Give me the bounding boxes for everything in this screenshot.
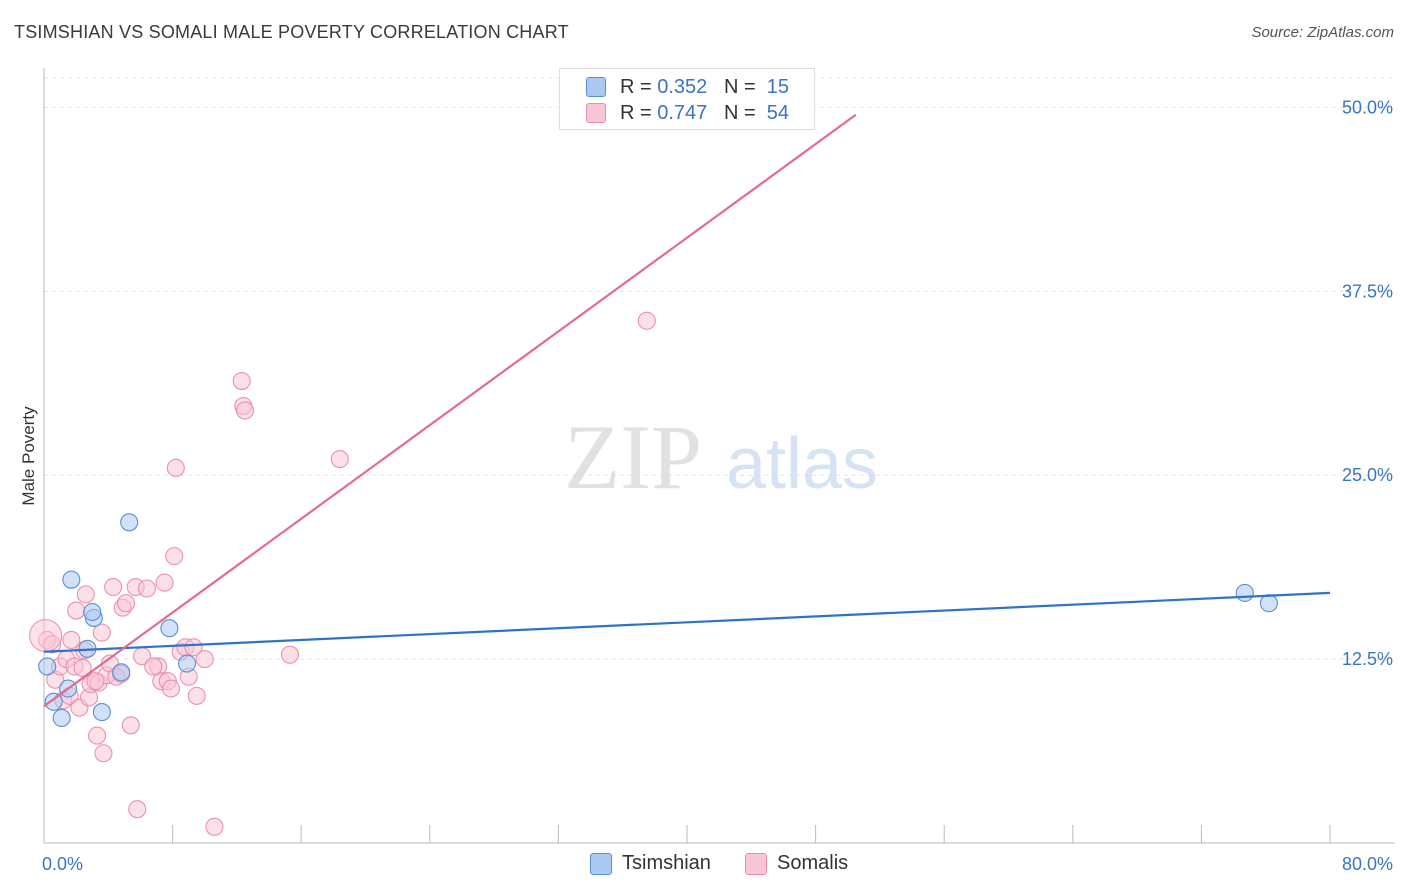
point-somalis [67, 601, 86, 620]
legend-r-label: R = [620, 101, 658, 124]
tick-labels: 12.5% 25.0% 37.5% 50.0% 0.0% 80.0% [42, 97, 1393, 874]
point-tsimshian [178, 654, 197, 673]
legend-r-value: 0.352 [657, 75, 708, 98]
axes [43, 68, 1395, 844]
bottom-legend-swatch-tsimshian [590, 852, 612, 875]
point-somalis [184, 638, 203, 657]
point-somalis [155, 573, 174, 592]
point-somalis [165, 547, 184, 566]
bottom-legend-swatch-somalis [745, 852, 767, 875]
point-tsimshian [38, 657, 57, 676]
point-somalis [87, 726, 107, 745]
trend-line-tsimshian [43, 591, 1331, 653]
y-tick-label: 50.0% [1342, 97, 1393, 117]
x-tick-label: 80.0% [1342, 854, 1393, 874]
point-tsimshian [44, 692, 63, 711]
grid-lines [44, 77, 1395, 660]
correlation-legend: R = 0.352 N = 15 R = 0.747 N = 54 [559, 68, 815, 130]
legend-n-value: 15 [766, 75, 790, 98]
bottom-legend-label-somalis: Somalis [777, 852, 849, 874]
y-tick-label: 12.5% [1342, 649, 1393, 669]
y-tick-label: 25.0% [1342, 465, 1393, 485]
point-somalis [330, 449, 349, 469]
point-somalis [86, 672, 105, 691]
bottom-legend-tsimshian: Tsimshian [590, 852, 711, 875]
chart-title: TSIMSHIAN VS SOMALI MALE POVERTY CORRELA… [14, 22, 569, 42]
point-somalis [232, 372, 251, 391]
legend-swatch-somalis [586, 103, 606, 123]
point-tsimshian [62, 570, 81, 589]
watermark-atlas: atlas [726, 424, 878, 504]
x-tick-label: 0.0% [42, 854, 83, 874]
point-somalis [280, 645, 299, 664]
data-points [29, 311, 1278, 836]
point-somalis-large [29, 619, 63, 653]
watermark: ZIP atlas [564, 406, 878, 508]
trend-line-somalis [43, 113, 857, 708]
point-somalis [76, 585, 95, 604]
watermark-zip: ZIP [564, 406, 702, 508]
point-tsimshian [83, 602, 102, 622]
point-somalis [195, 650, 214, 669]
point-somalis [128, 800, 147, 819]
point-somalis [62, 630, 81, 650]
point-tsimshian [1235, 583, 1254, 602]
y-axis-label: Male Poverty [19, 406, 38, 506]
point-somalis [637, 311, 656, 330]
point-somalis [94, 744, 113, 763]
chart-source: Source: ZipAtlas.com [1251, 24, 1394, 41]
point-somalis [116, 594, 136, 613]
point-tsimshian [120, 513, 139, 532]
point-tsimshian [52, 708, 71, 728]
point-tsimshian [92, 703, 111, 722]
trend-lines [43, 113, 1331, 708]
point-tsimshian [160, 619, 179, 638]
legend-n-value: 54 [766, 101, 790, 124]
point-tsimshian [112, 663, 131, 682]
point-somalis [92, 623, 111, 642]
point-somalis [73, 658, 92, 677]
point-somalis [235, 401, 254, 420]
point-somalis [166, 458, 185, 477]
legend-n-label: N = [723, 101, 762, 124]
point-somalis [144, 657, 163, 676]
legend-r-label: R = [620, 75, 658, 98]
point-somalis [161, 679, 181, 698]
y-tick-label: 37.5% [1342, 281, 1393, 301]
point-somalis [104, 577, 123, 597]
bottom-legend-label-tsimshian: Tsimshian [622, 852, 711, 874]
point-tsimshian [1259, 594, 1278, 613]
point-somalis [187, 686, 206, 705]
point-somalis [137, 579, 156, 598]
point-somalis [121, 716, 140, 735]
legend-n-label: N = [723, 75, 762, 98]
point-somalis [205, 817, 224, 836]
bottom-legend-somalis: Somalis [745, 852, 848, 875]
legend-r-value: 0.747 [657, 101, 708, 124]
legend-swatch-tsimshian [586, 77, 606, 97]
